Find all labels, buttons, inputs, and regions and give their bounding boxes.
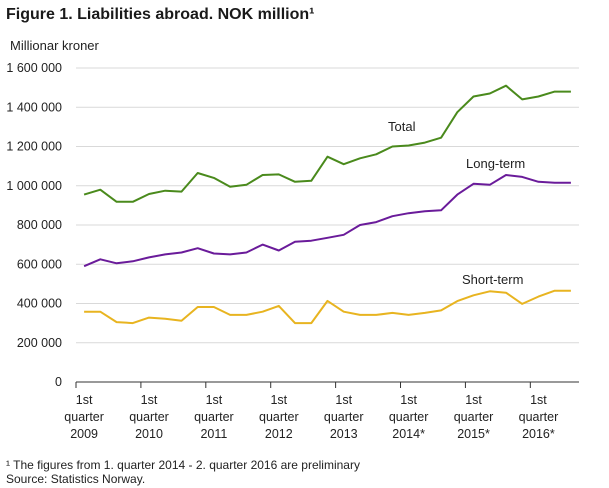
x-tick-label: quarter bbox=[64, 410, 104, 424]
y-tick-label: 400 000 bbox=[17, 297, 62, 311]
series-line-total bbox=[83, 84, 571, 203]
x-tick-label: 2009 bbox=[70, 427, 98, 441]
y-tick-label: 1 600 000 bbox=[6, 61, 62, 75]
source-note: Source: Statistics Norway. bbox=[6, 472, 146, 486]
x-tick-label: quarter bbox=[519, 410, 559, 424]
x-tick-label: 2010 bbox=[135, 427, 163, 441]
series-label-short-term: Short-term bbox=[462, 272, 523, 287]
y-tick-label: 200 000 bbox=[17, 336, 62, 350]
x-tick-label: quarter bbox=[259, 410, 299, 424]
x-tick-label: 1st bbox=[465, 393, 482, 407]
y-axis-unit-label: Millionar kroner bbox=[10, 38, 99, 53]
x-tick-label: quarter bbox=[389, 410, 429, 424]
x-tick-label: 1st bbox=[335, 393, 352, 407]
y-tick-label: 1 200 000 bbox=[6, 140, 62, 154]
series-line-short-term bbox=[84, 289, 571, 325]
x-tick-label: 2015* bbox=[457, 427, 490, 441]
x-tick-label: 2013 bbox=[330, 427, 358, 441]
x-tick-label: 1st bbox=[141, 393, 158, 407]
series-label-total: Total bbox=[388, 119, 416, 134]
footnote: ¹ The figures from 1. quarter 2014 - 2. … bbox=[6, 458, 360, 472]
line-chart: 0 200 000 400 000 600 000 800 000 1 000 000 1 … bbox=[6, 61, 579, 441]
series-line-long-term bbox=[83, 174, 571, 268]
figure-title: Figure 1. Liabilities abroad. NOK millio… bbox=[6, 6, 315, 23]
x-tick-label: 1st bbox=[270, 393, 287, 407]
x-tick-label: 1st bbox=[530, 393, 547, 407]
x-tick-label: 2012 bbox=[265, 427, 293, 441]
x-tick-label: 1st bbox=[76, 393, 93, 407]
x-tick-label: quarter bbox=[454, 410, 494, 424]
x-tick-label: quarter bbox=[194, 410, 234, 424]
y-tick-label: 0 bbox=[55, 375, 62, 389]
y-tick-label: 800 000 bbox=[17, 218, 62, 232]
y-tick-label: 1 400 000 bbox=[6, 100, 62, 114]
x-tick-label: quarter bbox=[129, 410, 169, 424]
y-tick-label: 1 000 000 bbox=[6, 179, 62, 193]
x-tick-label: quarter bbox=[324, 410, 364, 424]
x-tick-label: 2011 bbox=[200, 427, 227, 441]
x-tick-label: 1st bbox=[400, 393, 417, 407]
x-tick-label: 2016* bbox=[522, 427, 555, 441]
y-tick-label: 600 000 bbox=[17, 257, 62, 271]
x-tick-label: 1st bbox=[206, 393, 223, 407]
series-label-long-term: Long-term bbox=[466, 156, 525, 171]
x-tick-label: 2014* bbox=[392, 427, 425, 441]
